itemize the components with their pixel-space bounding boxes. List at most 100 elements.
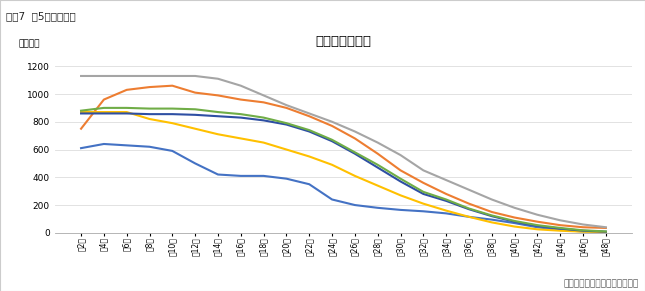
2020 xyxy=(283,103,290,107)
2021 xyxy=(283,148,290,151)
2020 xyxy=(488,198,495,201)
2021 xyxy=(579,230,587,233)
2022 xyxy=(397,180,404,183)
2020 xyxy=(465,188,473,191)
2018 xyxy=(557,228,564,232)
2018 xyxy=(168,149,176,153)
2022 xyxy=(465,207,473,211)
2020 xyxy=(442,178,450,182)
2022 xyxy=(214,114,222,118)
2022 xyxy=(260,119,268,122)
Line: 2022: 2022 xyxy=(81,113,606,232)
2021 xyxy=(351,174,359,178)
2022 xyxy=(442,199,450,203)
2020 xyxy=(374,141,382,144)
2018 xyxy=(260,174,268,178)
2019 xyxy=(260,101,268,104)
2018 xyxy=(579,230,587,233)
2019 xyxy=(192,91,199,94)
2019 xyxy=(397,168,404,172)
2019 xyxy=(602,226,610,230)
Line: 2023: 2023 xyxy=(81,108,606,231)
2019 xyxy=(557,223,564,227)
2023 xyxy=(283,121,290,125)
2018 xyxy=(77,146,85,150)
2018 xyxy=(146,145,154,148)
2023 xyxy=(419,190,427,194)
2019 xyxy=(305,114,313,118)
2022 xyxy=(237,116,244,119)
2022 xyxy=(283,123,290,126)
2021 xyxy=(192,127,199,130)
2019 xyxy=(146,85,154,89)
2023 xyxy=(442,198,450,201)
Line: 2020: 2020 xyxy=(81,76,606,227)
2023 xyxy=(511,219,519,223)
2020 xyxy=(602,226,610,229)
2020 xyxy=(123,74,130,78)
2023 xyxy=(602,230,610,233)
2023 xyxy=(237,112,244,116)
2019 xyxy=(579,226,587,229)
2020 xyxy=(100,74,108,78)
2019 xyxy=(442,192,450,196)
2019 xyxy=(488,210,495,214)
2022 xyxy=(374,166,382,169)
2023 xyxy=(168,107,176,110)
2023 xyxy=(557,226,564,230)
2022 xyxy=(351,152,359,155)
Title: 近几年去库情况: 近几年去库情况 xyxy=(315,36,372,48)
2020 xyxy=(192,74,199,78)
2020 xyxy=(305,112,313,115)
2018 xyxy=(397,208,404,212)
2022 xyxy=(579,229,587,233)
2021 xyxy=(100,110,108,114)
2019 xyxy=(77,127,85,130)
2019 xyxy=(511,216,519,219)
2019 xyxy=(168,84,176,87)
2021 xyxy=(77,110,85,114)
2022 xyxy=(305,130,313,133)
2022 xyxy=(192,113,199,117)
2020 xyxy=(557,219,564,222)
2021 xyxy=(168,121,176,125)
2021 xyxy=(465,215,473,219)
2020 xyxy=(511,206,519,210)
2018 xyxy=(305,182,313,186)
2021 xyxy=(328,163,336,166)
2018 xyxy=(283,177,290,180)
2019 xyxy=(283,106,290,110)
2020 xyxy=(397,153,404,157)
2020 xyxy=(579,223,587,226)
2023 xyxy=(374,163,382,166)
2023 xyxy=(328,138,336,141)
2018 xyxy=(465,215,473,219)
2018 xyxy=(214,173,222,176)
2021 xyxy=(442,209,450,212)
2018 xyxy=(533,226,541,229)
Line: 2019: 2019 xyxy=(81,86,606,228)
2018 xyxy=(488,218,495,221)
2018 xyxy=(442,212,450,215)
2022 xyxy=(602,230,610,233)
2021 xyxy=(260,141,268,144)
2020 xyxy=(260,94,268,97)
2022 xyxy=(488,214,495,218)
2018 xyxy=(192,162,199,165)
2023 xyxy=(123,106,130,110)
2023 xyxy=(488,214,495,217)
2019 xyxy=(465,202,473,205)
2022 xyxy=(557,227,564,230)
2021 xyxy=(146,117,154,121)
2019 xyxy=(214,94,222,97)
2020 xyxy=(328,120,336,123)
2018 xyxy=(419,210,427,213)
2019 xyxy=(419,181,427,184)
2020 xyxy=(146,74,154,78)
2019 xyxy=(328,124,336,128)
2018 xyxy=(511,221,519,225)
2019 xyxy=(100,98,108,101)
2021 xyxy=(511,225,519,228)
2022 xyxy=(533,224,541,228)
2023 xyxy=(305,128,313,132)
